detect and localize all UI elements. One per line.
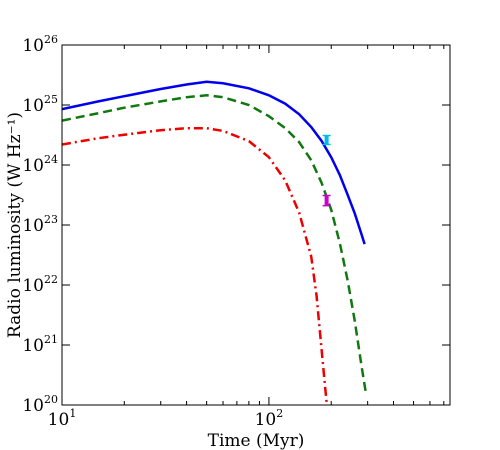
marker-layer: [322, 134, 331, 207]
series-layer: [62, 80, 368, 403]
tick-label-layer: 101 102 1020 1021 1022 1023 1024 1025 1026: [22, 33, 283, 430]
y-tick-label: 1025: [22, 93, 58, 116]
plot-frame: [61, 44, 451, 406]
y-axis-label: Radio luminosity (W Hz⁻¹): [5, 112, 25, 338]
series-line-3: [62, 126, 328, 403]
x-tick-label: 101: [48, 407, 77, 430]
data-point-2: [322, 194, 331, 207]
y-tick-label: 1022: [22, 273, 58, 296]
x-axis-label: Time (Myr): [208, 431, 305, 450]
data-point-1: [322, 134, 331, 146]
y-tick-label: 1026: [22, 33, 58, 56]
y-tick-label: 1023: [22, 213, 58, 236]
y-tick-label: 1021: [22, 333, 58, 356]
x-tick-label: 102: [255, 407, 284, 430]
y-tick-label: 1024: [22, 153, 58, 176]
series-line-1: [62, 80, 366, 245]
y-tick-label: 1020: [22, 393, 58, 416]
tick-layer: [61, 44, 450, 406]
series-line-2: [62, 94, 368, 395]
